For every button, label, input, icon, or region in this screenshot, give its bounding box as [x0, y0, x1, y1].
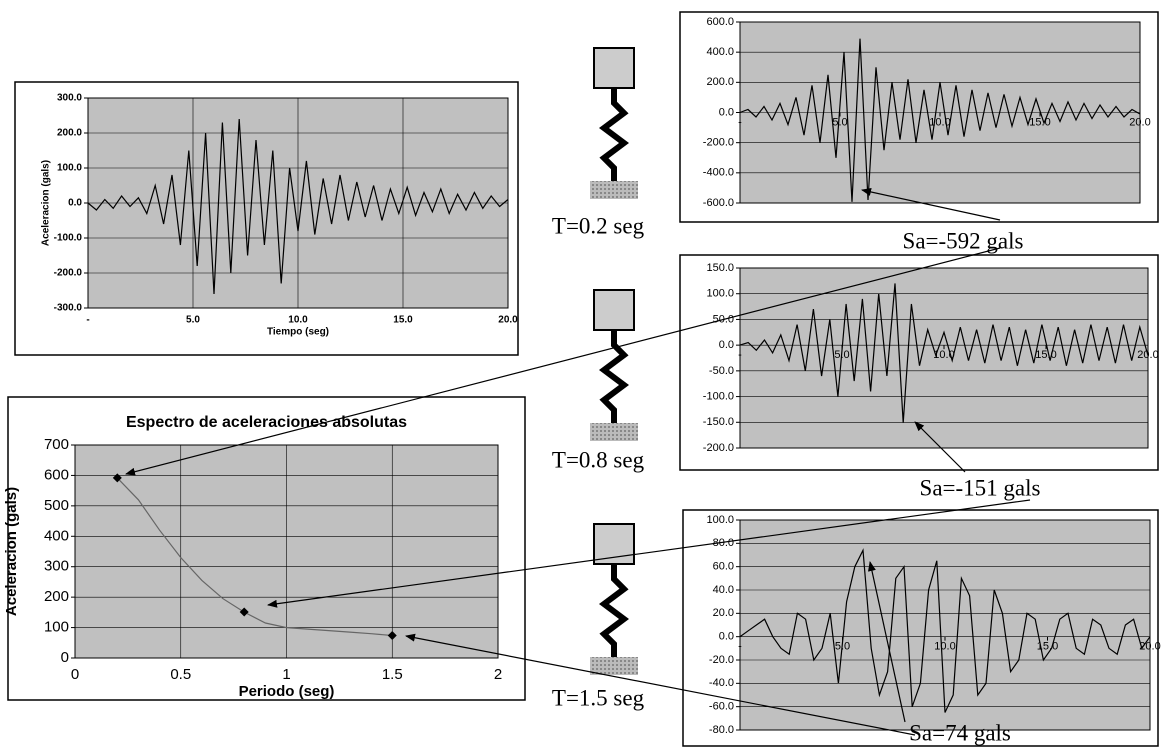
x-tick-label: 5.0	[832, 116, 847, 128]
y-tick-label: -100.0	[54, 233, 83, 244]
y-tick-label: 60.0	[713, 561, 734, 573]
x-tick-label: 2	[494, 666, 502, 683]
x-tick-label: 15.0	[1035, 349, 1056, 361]
y-tick-label: 0.0	[719, 339, 734, 351]
chart: 600.0 400.0 200.0 0.0 -200.0 -400.0 -600.0 - 5.0…	[679, 11, 1159, 223]
oscillator	[590, 47, 638, 199]
y-tick-label: -200.0	[703, 442, 734, 454]
x-tick-label: 1	[282, 666, 290, 683]
y-axis-label: Aceleracion (gals)	[41, 160, 52, 246]
y-tick-label: 100	[44, 619, 69, 636]
x-tick-label: 20.0	[1129, 116, 1150, 128]
y-tick-label: -150.0	[703, 416, 734, 428]
arrow	[861, 188, 1001, 221]
x-tick-label: -	[86, 315, 89, 326]
y-tick-label: 100.0	[57, 163, 82, 174]
y-tick-label: -200.0	[703, 137, 734, 149]
oscillator	[590, 523, 638, 675]
data-line	[739, 283, 1149, 423]
marker	[387, 630, 397, 640]
y-tick-label: -50.0	[709, 365, 734, 377]
y-tick-label: 200	[44, 588, 69, 605]
y-tick-label: -40.0	[709, 677, 734, 689]
y-tick-label: -300.0	[54, 303, 83, 314]
y-tick-label: 700	[44, 436, 69, 453]
marker	[112, 473, 122, 483]
y-tick-label: 80.0	[713, 537, 734, 549]
plot-area	[739, 519, 1151, 731]
data-line	[739, 548, 1151, 713]
y-tick-label: 200.0	[706, 76, 734, 88]
y-tick-label: 0	[61, 649, 69, 666]
oscillator	[590, 289, 638, 441]
data-line	[739, 38, 1141, 202]
marker	[239, 607, 249, 617]
x-tick-label: 1.5	[382, 666, 403, 683]
chart-title: Espectro de aceleraciones absolutas	[126, 414, 407, 431]
y-tick-label: 40.0	[713, 584, 734, 596]
y-axis-label: Aceleracion (gals)	[3, 487, 20, 616]
x-tick-label: 15.0	[1029, 116, 1050, 128]
arrow	[914, 421, 966, 473]
period-label: T=0.8 seg	[552, 447, 645, 472]
sa-label: Sa=-592 gals	[903, 228, 1024, 253]
arrow	[267, 499, 1031, 608]
y-tick-label: 600	[44, 466, 69, 483]
y-tick-label: -400.0	[703, 167, 734, 179]
y-tick-label: 400.0	[706, 46, 734, 58]
x-tick-label: 10.0	[934, 641, 955, 653]
y-tick-label: 0.0	[68, 198, 82, 209]
x-tick-label: 0.5	[170, 666, 191, 683]
y-tick-label: 300.0	[57, 93, 82, 104]
data-line	[116, 477, 393, 637]
chart: 0 100 200 300 400 500 600 700 0 0.5 1 1.5 2 Espectro …	[3, 396, 526, 701]
data-line	[87, 118, 509, 295]
y-tick-label: -600.0	[703, 197, 734, 209]
y-tick-label: 100.0	[706, 514, 734, 526]
chart: 300.0 200.0 100.0 0.0 -100.0 -200.0 -300.0- 5.0…	[14, 81, 519, 356]
arrows	[125, 188, 1031, 736]
y-tick-label: 600.0	[706, 16, 734, 28]
y-tick-label: 100.0	[706, 288, 734, 300]
period-label: T=0.2 seg	[552, 213, 645, 238]
period-label: T=1.5 seg	[552, 685, 645, 710]
sa-label: Sa=74 gals	[909, 720, 1011, 745]
x-tick-label: 20.0	[498, 315, 518, 326]
y-tick-label: -20.0	[709, 654, 734, 666]
chart: 100.0 80.0 60.0 40.0 20.0 0.0 -20.0 -40.0 -60.0 -…	[682, 509, 1161, 747]
x-tick-label: -	[738, 116, 742, 128]
y-tick-label: 400	[44, 527, 69, 544]
arrow	[405, 633, 916, 736]
x-tick-label: -	[738, 349, 742, 361]
y-tick-label: 20.0	[713, 607, 734, 619]
y-tick-label: 300	[44, 558, 69, 575]
x-axis-label: Tiempo (seg)	[267, 327, 329, 338]
y-tick-label: -200.0	[54, 268, 83, 279]
y-tick-label: 0.0	[719, 631, 734, 643]
y-tick-label: 150.0	[706, 262, 734, 274]
arrow	[125, 247, 1001, 476]
y-tick-label: 200.0	[57, 128, 82, 139]
x-tick-label: 15.0	[393, 315, 413, 326]
x-axis-label: Periodo (seg)	[239, 683, 335, 700]
x-tick-label: 10.0	[288, 315, 308, 326]
x-tick-label: 10.0	[929, 116, 950, 128]
x-tick-label: 0	[71, 666, 79, 683]
x-tick-label: -	[738, 641, 742, 653]
chart: 150.0100.050.00.0-50.0-100.0-150.0-200.0…	[679, 254, 1159, 471]
arrow	[868, 561, 906, 723]
y-tick-label: -80.0	[709, 724, 734, 736]
oscillators	[590, 47, 638, 675]
sa-label: Sa=-151 gals	[920, 475, 1041, 500]
y-tick-label: -60.0	[709, 701, 734, 713]
y-tick-label: 0.0	[719, 106, 734, 118]
y-tick-label: -100.0	[703, 390, 734, 402]
x-tick-label: 5.0	[186, 315, 200, 326]
y-tick-label: 500	[44, 497, 69, 514]
